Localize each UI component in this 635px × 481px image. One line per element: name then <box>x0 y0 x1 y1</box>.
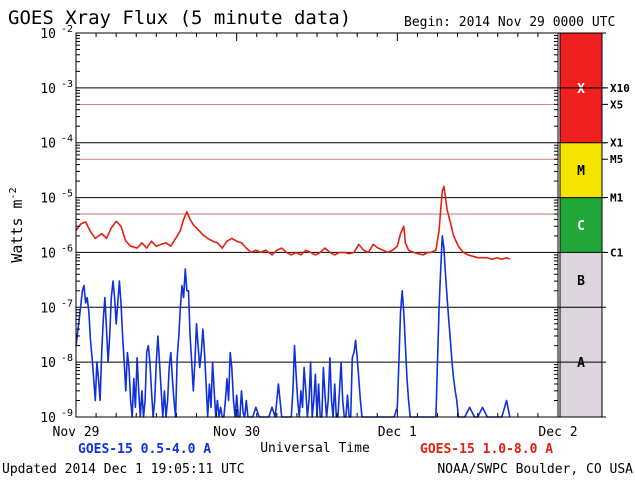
flare-class-label-a: A <box>577 356 585 371</box>
class-level-labels: X10 X5 X1 M5 M1 C1 <box>602 82 630 259</box>
y-tick-label: 10 <box>40 27 56 42</box>
class-level-label: X5 <box>610 98 623 111</box>
y-tick-exponent: -9 <box>61 408 73 419</box>
x-tick-label: Dec 1 <box>378 425 417 440</box>
y-tick-labels: 10 -2 10 -3 10 -4 10 -5 10 -6 10 -7 10 -8 10 -9 <box>40 24 73 426</box>
x-tick-labels: Nov 29 Nov 30 Dec 1 Dec 2 <box>53 425 578 440</box>
flare-class-band-c <box>560 197 602 253</box>
y-tick-base: 10 <box>40 27 56 42</box>
plot-area <box>76 33 558 417</box>
y-axis-label: Watts m-2 <box>8 187 26 262</box>
y-tick-label: 10 <box>40 137 56 152</box>
x-tick-label: Dec 2 <box>538 425 577 440</box>
x-axis-label: Universal Time <box>260 441 370 456</box>
flare-class-label-b: B <box>577 274 585 289</box>
y-axis-label-exponent: -2 <box>8 187 19 199</box>
y-tick-label: 10 <box>40 356 56 371</box>
y-tick-base: 10 <box>40 356 56 371</box>
y-tick-label: 10 <box>40 246 56 261</box>
updated-timestamp: Updated 2014 Dec 1 19:05:11 UTC <box>2 462 245 477</box>
class-level-label: M1 <box>610 192 624 205</box>
y-tick-exponent: -2 <box>61 24 73 35</box>
plot-background <box>76 33 558 417</box>
chart-title: GOES Xray Flux (5 minute data) <box>8 7 351 29</box>
y-tick-label: 10 <box>40 82 56 97</box>
series-line-low-channel <box>75 235 511 418</box>
y-tick-exponent: -8 <box>61 353 73 364</box>
y-tick-exponent: -3 <box>61 79 73 90</box>
credit-label: NOAA/SWPC Boulder, CO USA <box>437 462 633 477</box>
plot-frame <box>75 32 559 418</box>
y-tick-exponent: -6 <box>61 243 73 254</box>
y-tick-label: 10 <box>40 192 56 207</box>
y-tick-base: 10 <box>40 192 56 207</box>
y-tick-base: 10 <box>40 301 56 316</box>
class-level-label: M5 <box>610 153 623 166</box>
flare-class-bar: X M C B A <box>559 32 603 418</box>
legend-entry-high-channel: GOES-15 1.0-8.0 A <box>420 442 553 457</box>
y-tick-exponent: -7 <box>61 298 73 309</box>
flare-class-label-x: X <box>577 82 585 97</box>
x-tick-label: Nov 30 <box>213 425 260 440</box>
series-line-high-channel <box>75 185 511 261</box>
begin-label: Begin: 2014 Nov 29 0000 UTC <box>404 15 615 30</box>
y-axis-label-text: Watts m <box>8 199 26 262</box>
class-level-label: X10 <box>610 82 630 95</box>
series-layer <box>75 185 511 418</box>
flare-class-label-m: M <box>577 164 585 179</box>
x-tick-label: Nov 29 <box>53 425 100 440</box>
y-tick-base: 10 <box>40 82 56 97</box>
class-level-label: C1 <box>610 246 624 259</box>
y-tick-label: 10 <box>40 411 56 426</box>
y-tick-exponent: -5 <box>61 189 73 200</box>
y-tick-label: 10 <box>40 301 56 316</box>
class-level-label: X1 <box>610 137 624 150</box>
y-tick-base: 10 <box>40 246 56 261</box>
legend-entry-low-channel: GOES-15 0.5-4.0 A <box>78 442 211 457</box>
flare-class-band-b <box>560 252 602 308</box>
flare-class-label-c: C <box>577 219 585 234</box>
y-tick-exponent: -4 <box>61 134 73 145</box>
y-tick-base: 10 <box>40 137 56 152</box>
flare-class-band-m <box>560 142 602 198</box>
y-tick-base: 10 <box>40 411 56 426</box>
